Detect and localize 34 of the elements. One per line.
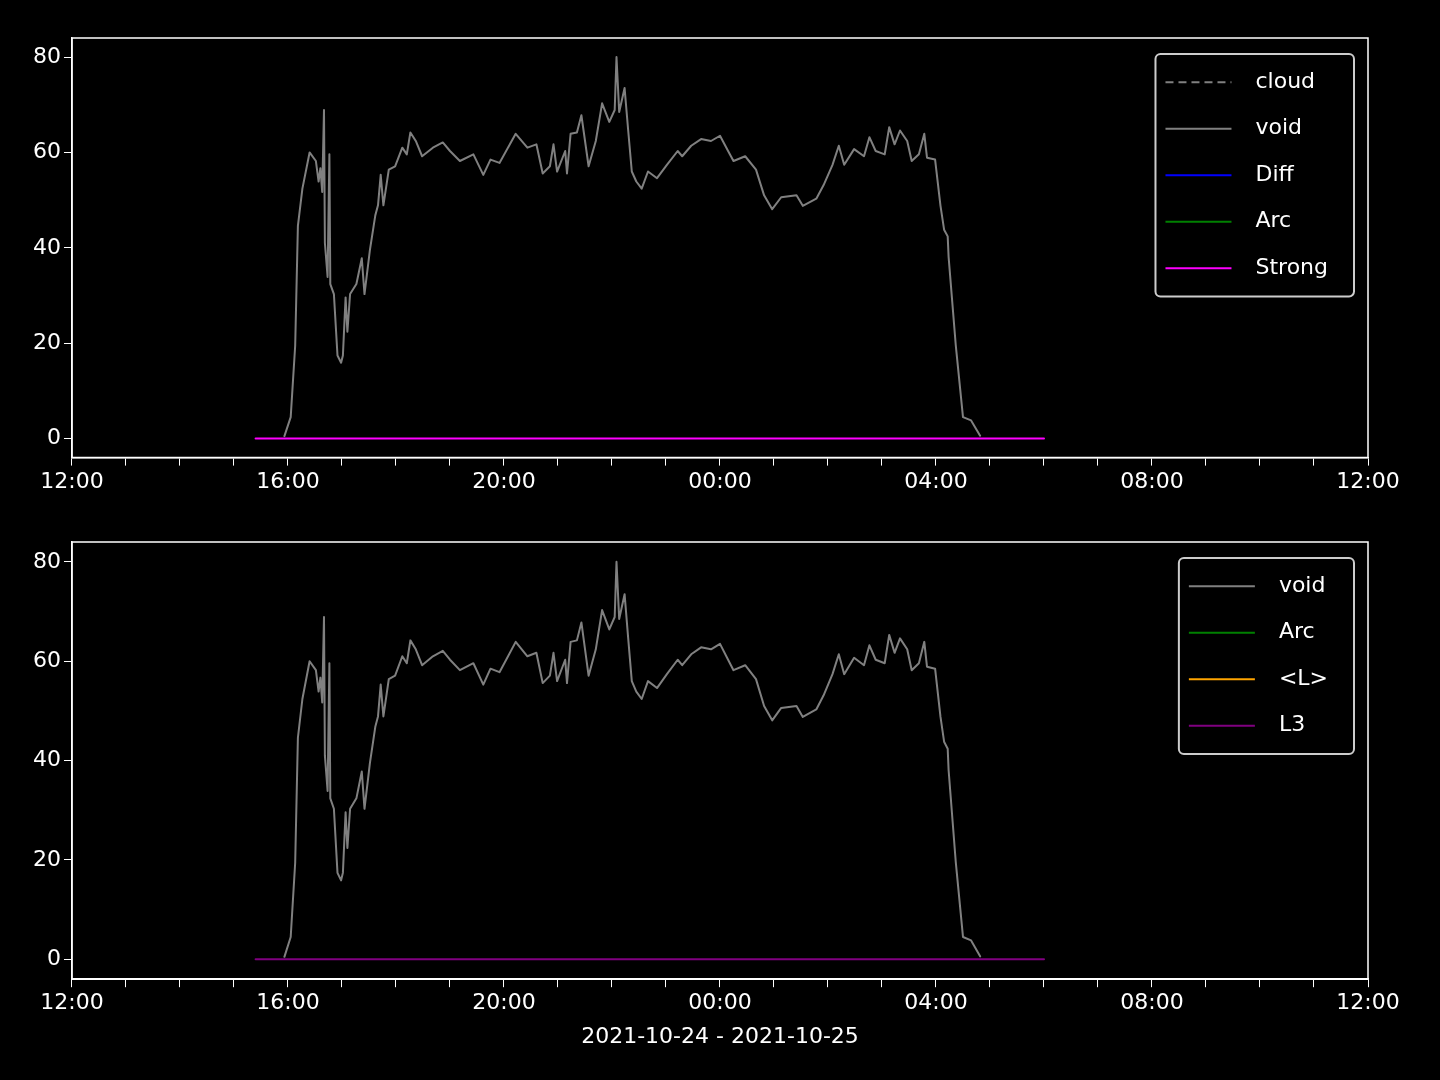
legend-label: Strong xyxy=(1255,253,1329,279)
y-tick-label: 20 xyxy=(32,845,61,871)
y-tick-label: 0 xyxy=(46,424,61,450)
x-tick-label: 20:00 xyxy=(472,467,536,493)
legend-label: void xyxy=(1255,114,1303,140)
x-tick-label: 08:00 xyxy=(1120,467,1184,493)
x-tick-label: 12:00 xyxy=(40,989,104,1015)
legend-label: Diff xyxy=(1255,160,1295,186)
x-tick-label: 12:00 xyxy=(40,467,104,493)
x-tick-label: 00:00 xyxy=(688,989,752,1015)
x-tick-label: 20:00 xyxy=(472,989,536,1015)
x-tick-label: 08:00 xyxy=(1120,989,1184,1015)
legend-label: void xyxy=(1278,571,1326,597)
legend-label: L3 xyxy=(1278,711,1306,737)
legend-label: <L> xyxy=(1278,664,1328,690)
x-tick-label: 04:00 xyxy=(904,989,968,1015)
x-axis-title: 2021-10-24 - 2021-10-25 xyxy=(581,1022,859,1048)
y-tick-label: 60 xyxy=(32,138,61,164)
x-tick-label: 00:00 xyxy=(688,467,752,493)
x-tick-label: 16:00 xyxy=(256,467,320,493)
x-tick-label: 16:00 xyxy=(256,989,320,1015)
x-tick-label: 04:00 xyxy=(904,467,968,493)
legend-label: Arc xyxy=(1278,618,1315,644)
y-tick-label: 0 xyxy=(46,945,61,971)
y-tick-label: 40 xyxy=(32,746,61,772)
x-tick-label: 12:00 xyxy=(1336,467,1400,493)
y-tick-label: 20 xyxy=(32,328,61,354)
x-tick-label: 12:00 xyxy=(1336,989,1400,1015)
legend-label: Arc xyxy=(1255,207,1292,233)
legend-label: cloud xyxy=(1255,67,1316,93)
y-tick-label: 40 xyxy=(32,233,61,259)
y-tick-label: 60 xyxy=(32,646,61,672)
y-tick-label: 80 xyxy=(32,547,61,573)
y-tick-label: 80 xyxy=(32,42,61,68)
